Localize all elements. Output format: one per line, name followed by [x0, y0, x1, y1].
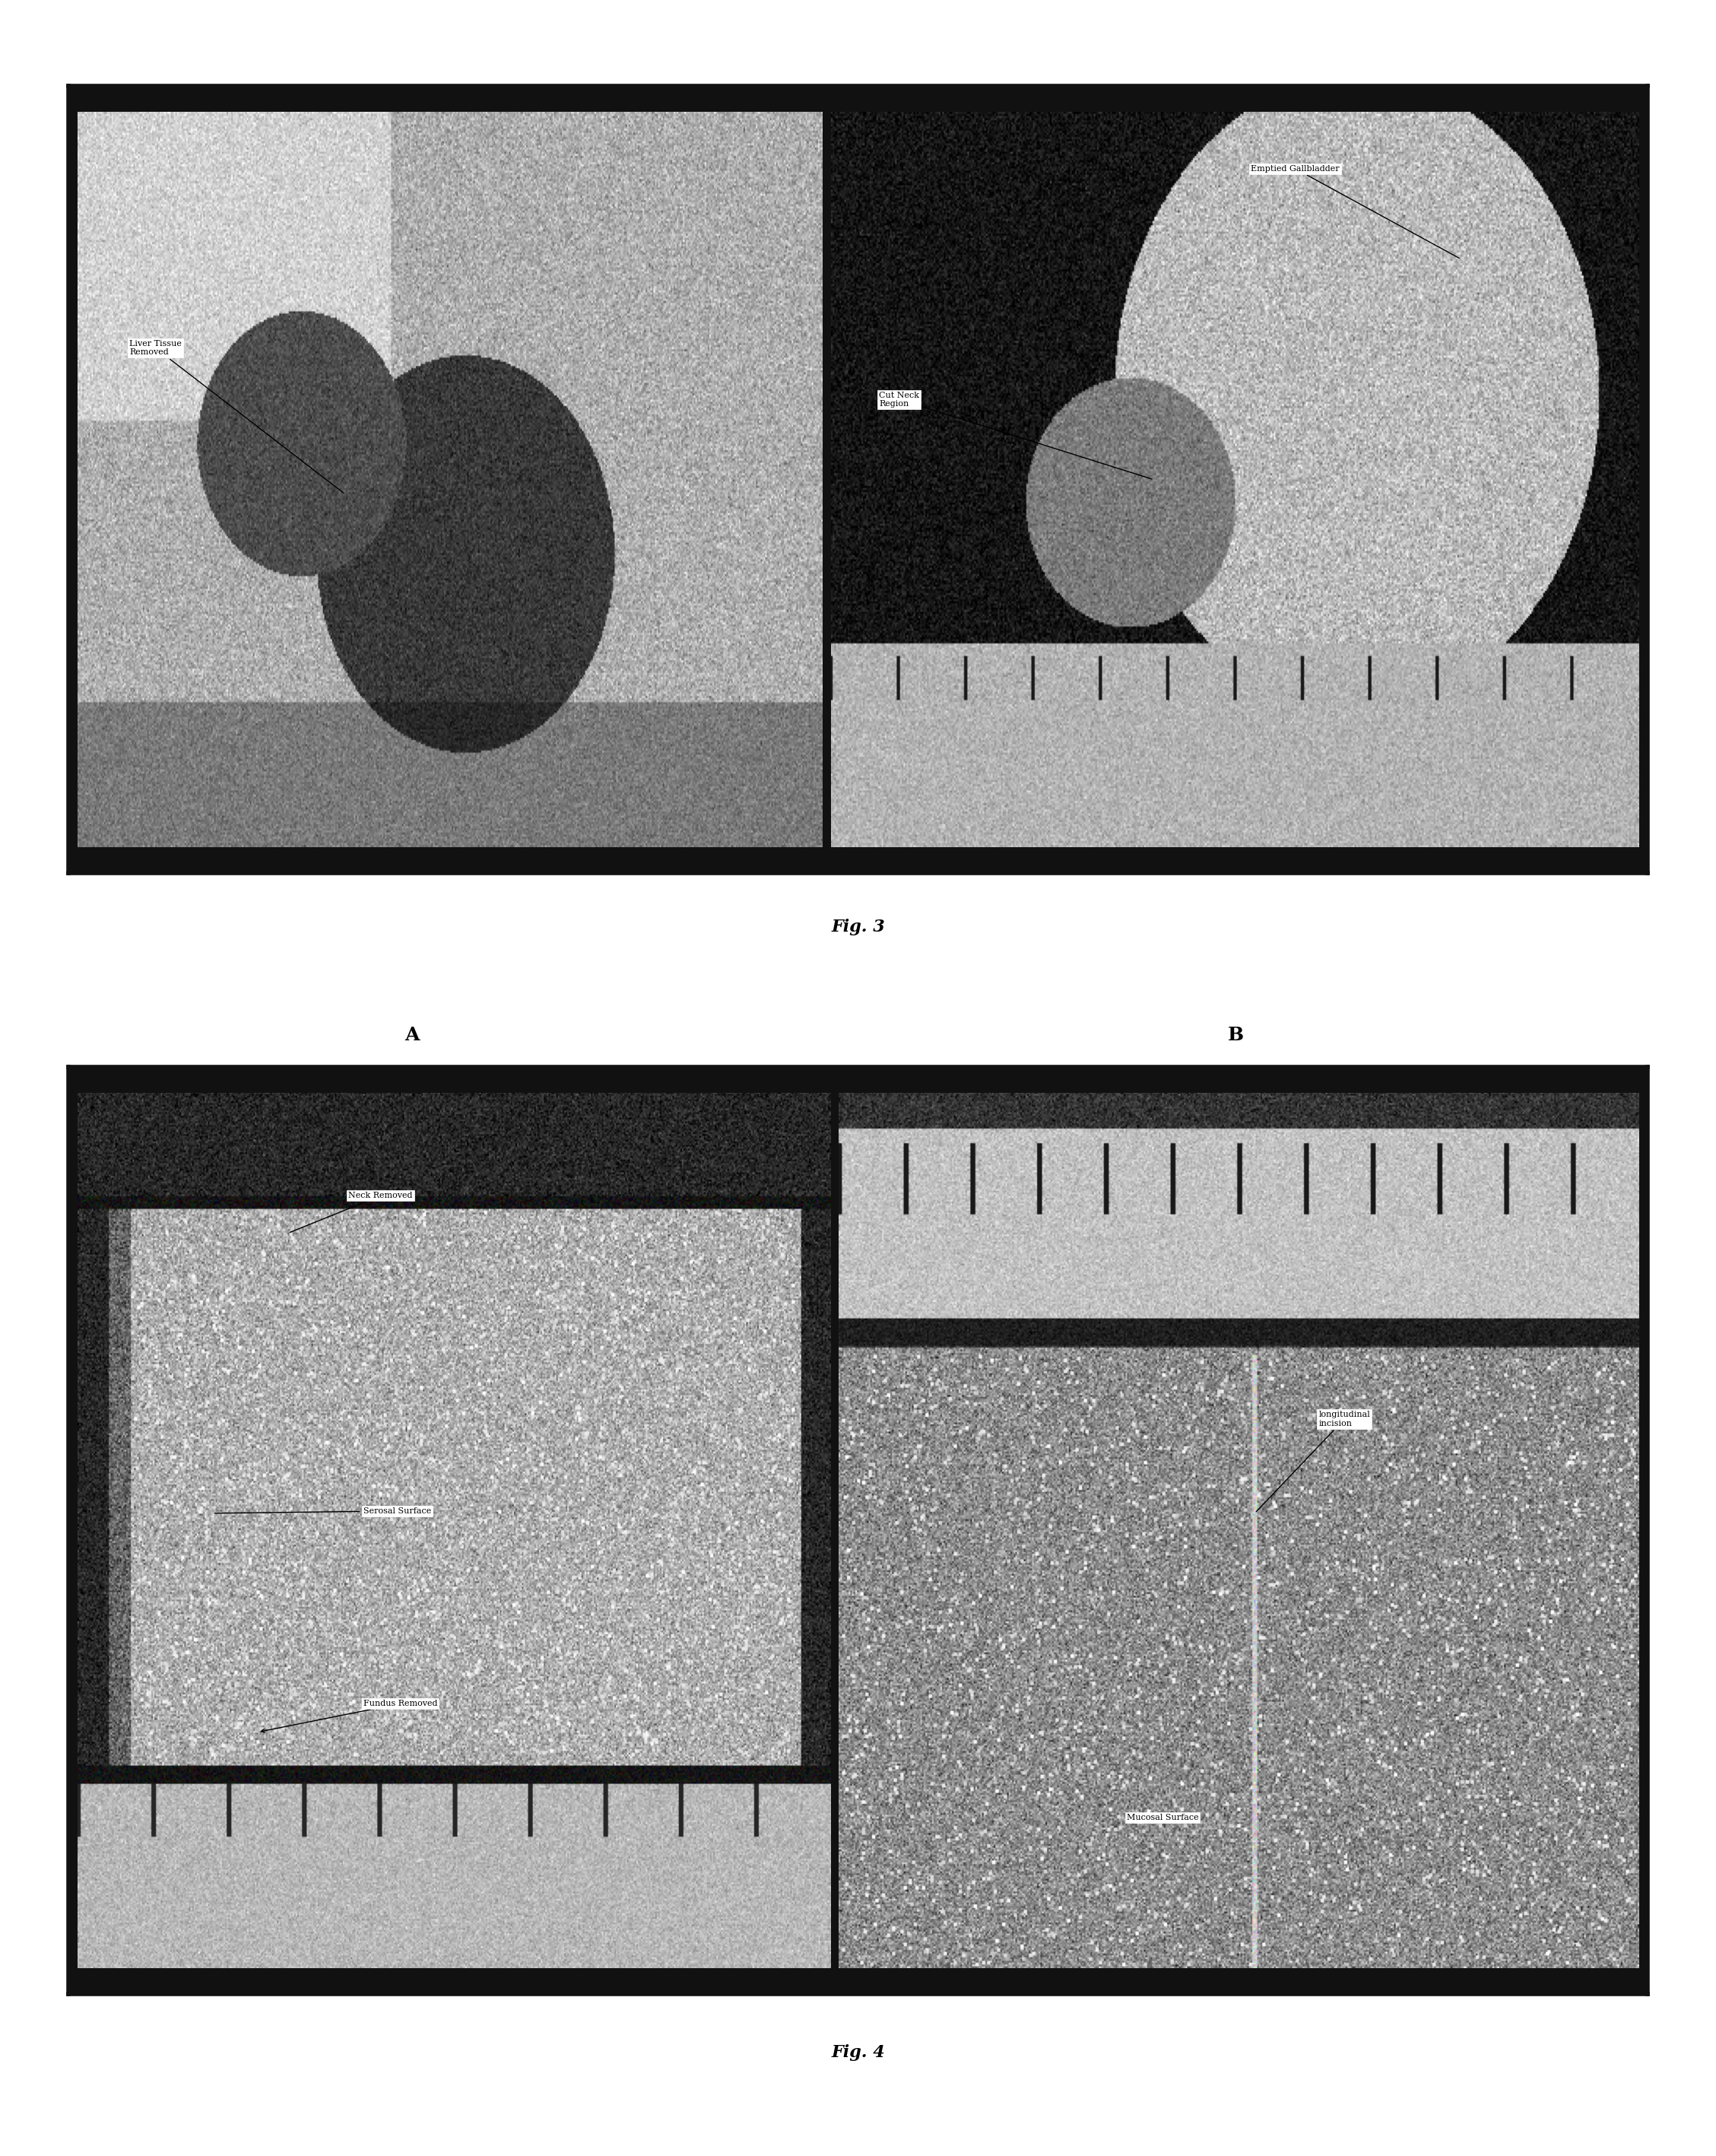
- Text: Serosal Surface: Serosal Surface: [215, 1507, 431, 1516]
- Text: A: A: [405, 1026, 419, 1044]
- Text: Fig. 4: Fig. 4: [831, 2044, 885, 2061]
- Text: Neck Removed: Neck Removed: [290, 1192, 412, 1233]
- Text: Emptied Gallbladder: Emptied Gallbladder: [1251, 164, 1459, 259]
- Text: Fig. 3: Fig. 3: [831, 918, 885, 936]
- Text: Cut Neck
Region: Cut Neck Region: [879, 390, 1151, 479]
- Text: B: B: [1227, 1026, 1244, 1044]
- Text: Fundus Removed: Fundus Removed: [261, 1699, 438, 1733]
- Text: Liver Tissue
Removed: Liver Tissue Removed: [129, 341, 343, 494]
- Text: longitudinal
incision: longitudinal incision: [1256, 1410, 1369, 1511]
- Text: Mucosal Surface: Mucosal Surface: [1127, 1813, 1198, 1822]
